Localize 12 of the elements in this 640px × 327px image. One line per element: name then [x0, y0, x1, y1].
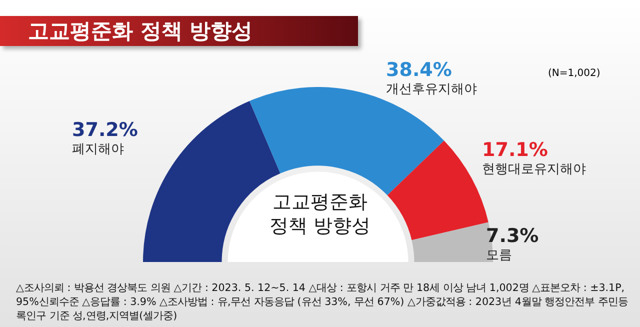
slice-label: 폐지해야	[72, 142, 124, 157]
slice-label: 현행대로유지해야	[482, 162, 586, 177]
data-label: 38.4%	[386, 58, 453, 82]
slice-label: 모름	[486, 248, 512, 263]
data-label: 17.1%	[482, 138, 549, 162]
data-label: 7.3%	[486, 224, 539, 248]
slice-label: 개선후유지해야	[386, 82, 477, 97]
text: △조사의뢰 : 박용선 경상북도 의원 △기간 : 2023. 5. 12~5. 14 △대상 : 포항시 거주 만 18세 이상 남녀 1,002명 △표본오차 : ±3.1P, 95%신뢰수준 △응답률 : 3.9% △조사방법 : 유,무선 자동응답 (유선 33%, 무선 67%) △가중값적용 : 2023년 4월말 행정안전부 주민등록인구 기준 성,연령,지역별(셀가중)	[16, 281, 628, 323]
text: (N=1,002)	[548, 68, 600, 79]
text: 고교평준화 정책 방향성	[268, 190, 372, 238]
data-label: 37.2%	[72, 118, 138, 142]
chart-title: 고교평준화 정책 방향성	[0, 16, 358, 46]
